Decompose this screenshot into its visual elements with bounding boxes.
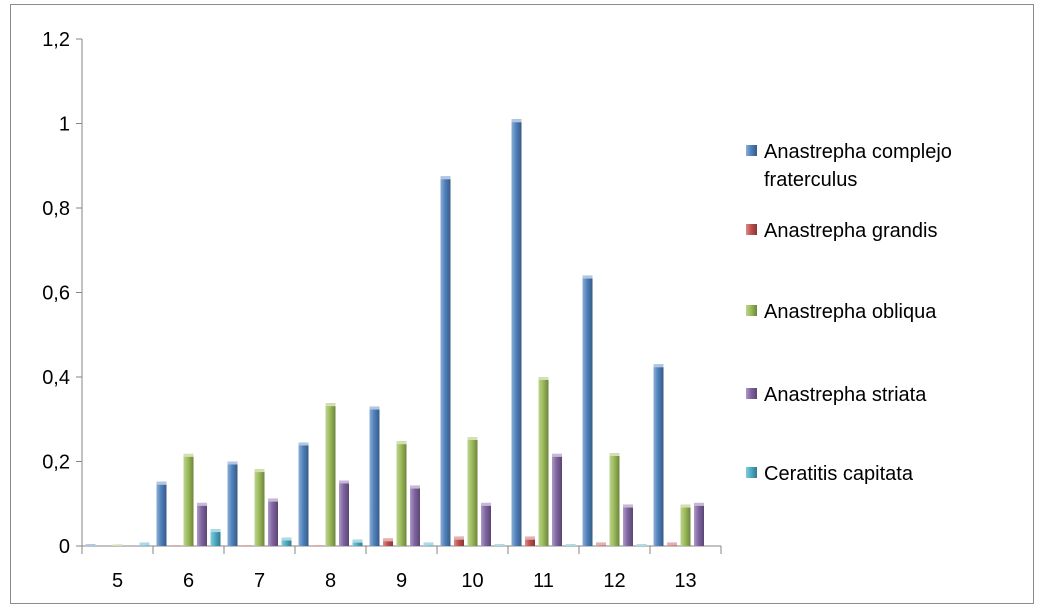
bars [85,119,704,547]
bar [454,536,464,546]
bar [694,502,704,546]
bar [636,544,647,546]
legend-item: Anastrepha obliqua [746,301,937,323]
bar [156,481,167,546]
bar [383,538,393,546]
bar [653,364,664,546]
y-tick-label: 1 [59,114,70,136]
chart-frame: 0 0,2 0,4 0,6 0,8 1 1,2 5 6 7 8 9 10 11 12 13 Anastreph… [10,4,1034,604]
x-tick-label: 8 [325,570,336,592]
bar [339,480,349,546]
x-tick-label: 7 [254,570,265,592]
legend: Anastrepha complejo fraterculus Anastrepha… [746,141,952,485]
x-tick-label: 13 [674,570,696,592]
legend-swatch [746,305,757,316]
y-tick-label: 0,8 [42,198,70,220]
x-tick-label: 12 [603,570,625,592]
legend-swatch [746,388,757,399]
bar [281,537,292,546]
bar [596,542,606,546]
bar [423,542,434,546]
bar [325,403,336,546]
bar [312,545,322,546]
bar [112,544,123,546]
y-tick-label: 0,4 [42,367,70,389]
bar [254,469,265,546]
y-tick-label: 0,6 [42,283,70,305]
bar [467,436,478,546]
x-tick-label: 11 [533,570,554,592]
legend-item: Ceratitis capitata [746,463,914,485]
bar [396,441,407,546]
bar [241,545,251,546]
bar [298,442,309,546]
bar [565,544,576,546]
legend-swatch [746,467,757,478]
x-tick-label: 9 [396,570,407,592]
bar [268,498,278,546]
legend-label: Anastrepha obliqua [764,301,937,323]
legend-label: Ceratitis capitata [764,463,914,485]
y-tick-label: 0 [59,536,70,558]
bar [552,453,562,546]
bar [170,545,180,546]
bar [410,485,420,546]
legend-swatch [746,224,757,235]
x-tick-label: 5 [112,570,123,592]
bar [623,504,633,546]
y-tick-label: 1,2 [42,29,70,51]
bar [538,377,549,546]
bar [369,406,380,546]
bar [667,542,677,546]
legend-label: Anastrepha complejo fraterculus [764,141,952,191]
legend-label: Anastrepha striata [764,384,927,406]
bar [481,502,491,546]
bar [525,536,535,546]
legend-item: Anastrepha striata [746,384,927,406]
bar [227,461,238,546]
bar [352,539,363,546]
legend-item: Anastrepha complejo fraterculus [746,141,952,191]
bar [210,529,221,546]
legend-item: Anastrepha grandis [746,220,937,242]
legend-swatch [746,145,757,156]
legend-label: Anastrepha grandis [764,220,937,242]
y-tick-label: 0,2 [42,452,70,474]
bar [680,504,691,546]
bar [85,544,96,546]
x-tick-label: 10 [461,570,483,592]
bar [197,502,207,546]
bar [494,544,505,546]
x-tick-label: 6 [183,570,194,592]
bar [511,119,522,547]
bar-chart: 0 0,2 0,4 0,6 0,8 1 1,2 5 6 7 8 9 10 11 12 13 Anastreph… [42,29,952,592]
bar [582,275,593,546]
bar [183,453,194,546]
axes: 0 0,2 0,4 0,6 0,8 1 1,2 5 6 7 8 9 10 11 12 13 [42,29,722,592]
bar [609,453,620,546]
bar [440,176,451,546]
bar [139,542,150,546]
